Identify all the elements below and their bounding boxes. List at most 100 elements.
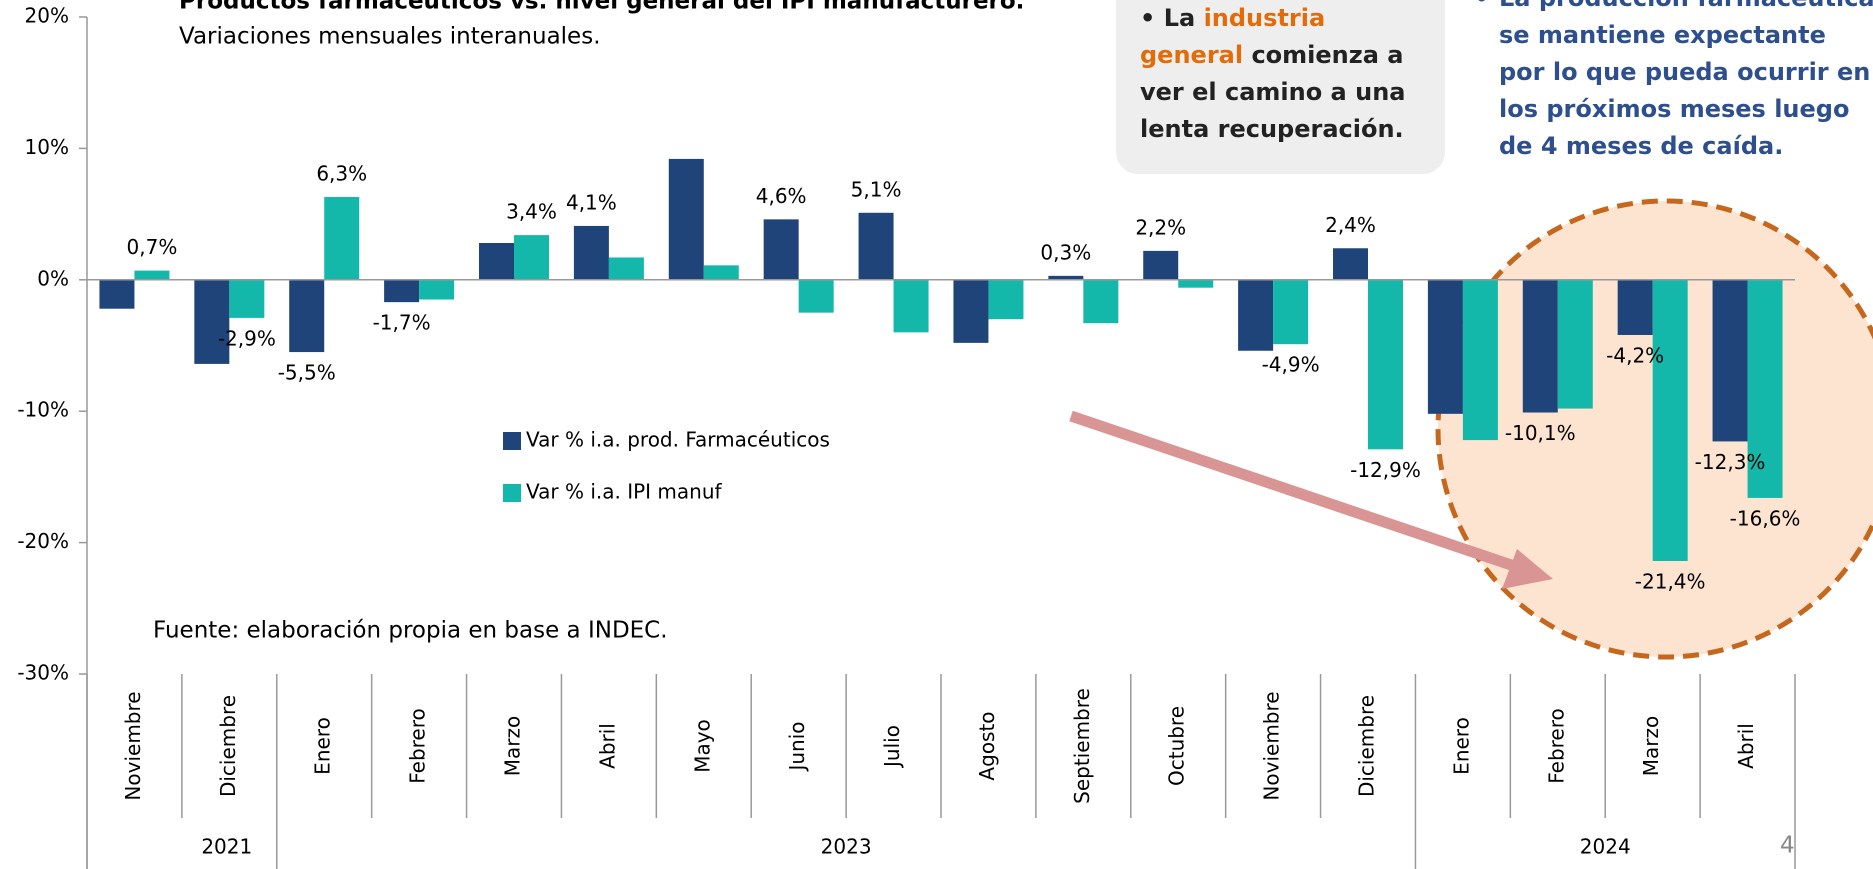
bar [514, 235, 549, 280]
chart-title: Productos farmacéuticos vs. nivel genera… [179, 0, 1024, 15]
bar [893, 279, 929, 333]
x-tick-label: Enero [311, 717, 335, 775]
bar [1048, 275, 1084, 280]
x-tick-label: Enero [1449, 717, 1473, 775]
bar [953, 279, 989, 343]
bar [763, 219, 799, 280]
x-tick-label: Abril [1734, 723, 1758, 769]
bar [384, 279, 420, 303]
x-tick-label: Mayo [690, 719, 714, 773]
page-number: 4 [1780, 833, 1795, 859]
bar [1522, 279, 1558, 413]
year-label: 2024 [1580, 835, 1631, 859]
bar [1273, 279, 1309, 345]
bar [1368, 279, 1403, 450]
x-tick-label: Febrero [406, 708, 430, 784]
trend-arrow-head [1502, 549, 1553, 589]
legend-label: Var % i.a. prod. Farmacéuticos [526, 428, 830, 452]
bar [1083, 279, 1119, 324]
data-label: -12,9% [1350, 458, 1421, 482]
bar [194, 279, 230, 364]
year-label: 2021 [201, 835, 252, 859]
x-tick-label: Septiembre [1070, 688, 1094, 804]
y-tick-label: -10% [17, 398, 69, 422]
note-text: La producción farmacéutica se mantiene e… [1499, 0, 1873, 160]
data-label: -2,9% [218, 326, 276, 350]
x-tick-label: Agosto [975, 711, 999, 780]
callout-highlight: industria general [1140, 4, 1326, 69]
bar [668, 158, 704, 280]
bar [289, 279, 325, 353]
bullet: • [1474, 0, 1489, 17]
y-tick-label: -30% [17, 661, 69, 685]
bar [798, 279, 834, 313]
data-label: -4,9% [1262, 353, 1320, 377]
data-label: 3,4% [506, 200, 557, 224]
bar [229, 279, 265, 318]
chart-subtitle: Variaciones mensuales interanuales. [179, 24, 601, 50]
bar [703, 265, 739, 280]
y-tick-label: -20% [17, 529, 69, 553]
bar [1333, 248, 1368, 280]
callout-rest: comienza a ver el camino a una lenta rec… [1140, 41, 1406, 143]
bar [1427, 279, 1463, 414]
legend-swatch [503, 432, 521, 450]
data-label: -21,4% [1635, 569, 1706, 593]
bar [1178, 279, 1214, 288]
y-tick-label: 10% [25, 135, 69, 159]
callout-prefix: La [1163, 4, 1196, 32]
x-tick-label: Noviembre [1260, 691, 1284, 800]
source: Fuente: elaboración propia en base a IND… [153, 618, 668, 644]
bar [1238, 279, 1274, 351]
bar [1747, 279, 1783, 498]
x-tick-label: Noviembre [121, 691, 145, 800]
data-label: 0,7% [127, 235, 178, 259]
bar [1462, 279, 1498, 441]
x-tick-label: Octubre [1165, 706, 1189, 786]
bar [1617, 279, 1653, 335]
bar [573, 225, 609, 280]
bar [479, 243, 514, 280]
data-label: 4,1% [566, 190, 617, 214]
bar [99, 279, 135, 309]
year-label: 2023 [821, 835, 872, 859]
data-label: -5,5% [278, 361, 336, 385]
trend-arrow [1069, 410, 1522, 574]
bullet: • [1140, 4, 1156, 32]
data-label: -12,3% [1695, 450, 1766, 474]
bar [988, 279, 1024, 320]
data-label: 2,2% [1135, 215, 1186, 239]
x-tick-label: Marzo [501, 716, 525, 776]
data-label: -10,1% [1505, 421, 1576, 445]
callout-box: • La industria general comienza a ver el… [1116, 0, 1445, 174]
callout-text: • La industria general comienza a ver el… [1140, 0, 1430, 148]
data-label: -16,6% [1730, 506, 1801, 530]
bar [858, 212, 894, 280]
bar [419, 279, 455, 300]
data-label: 2,4% [1325, 213, 1376, 237]
x-tick-label: Julio [880, 725, 904, 769]
x-tick-label: Junio [785, 721, 809, 772]
x-tick-label: Marzo [1639, 716, 1663, 776]
bar [1712, 279, 1748, 442]
bar [1557, 279, 1593, 409]
y-tick-label: 0% [37, 266, 69, 290]
bar [134, 270, 170, 280]
bar [608, 257, 644, 280]
data-label: 5,1% [851, 177, 902, 201]
bar [1143, 250, 1179, 280]
x-tick-label: Diciembre [216, 695, 240, 797]
data-label: -4,2% [1606, 343, 1664, 367]
legend-label: Var % i.a. IPI manuf [526, 480, 723, 504]
x-tick-label: Febrero [1544, 708, 1568, 784]
x-tick-label: Abril [595, 723, 619, 769]
x-tick-label: Diciembre [1355, 695, 1379, 797]
data-label: 6,3% [316, 162, 367, 186]
note: • La producción farmacéutica se mantiene… [1474, 0, 1873, 165]
y-tick-label: 20% [25, 4, 69, 28]
data-label: -1,7% [373, 311, 431, 335]
data-label: 4,6% [756, 184, 807, 208]
bar [1652, 279, 1688, 561]
